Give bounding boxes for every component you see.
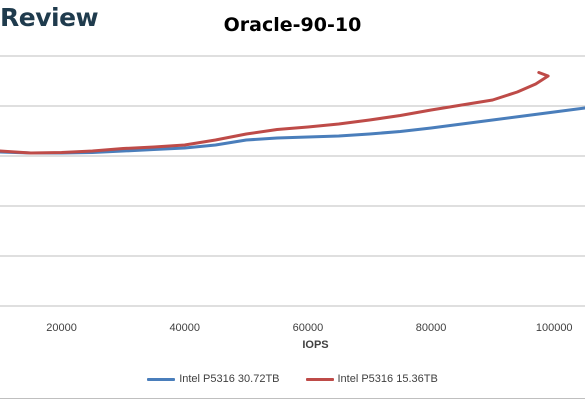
legend-swatch-red — [305, 377, 334, 381]
legend-label-30-72tb: Intel P5316 30.72TB — [179, 373, 280, 385]
legend-item-30-72tb: Intel P5316 30.72TB — [147, 373, 280, 385]
series-line-1 — [0, 71, 550, 155]
x-tick-label: 20000 — [46, 322, 77, 334]
x-tick-label: 40000 — [169, 322, 200, 334]
series-line-0 — [0, 106, 585, 155]
x-axis-title: IOPS — [302, 339, 328, 351]
legend-swatch-blue — [147, 377, 176, 381]
series-lines — [0, 71, 585, 155]
review-watermark: Review — [0, 3, 99, 32]
x-tick-labels: 20000 40000 60000 80000 100000 — [46, 322, 572, 334]
legend: Intel P5316 30.72TB Intel P5316 15.36TB — [0, 373, 585, 385]
x-tick-label: 100000 — [536, 322, 573, 334]
x-tick-label: 60000 — [293, 322, 324, 334]
x-tick-label: 80000 — [416, 322, 447, 334]
bottom-rule — [0, 398, 585, 399]
legend-item-15-36tb: Intel P5316 15.36TB — [305, 373, 438, 385]
gridlines — [0, 55, 585, 307]
legend-label-15-36tb: Intel P5316 15.36TB — [337, 373, 438, 385]
chart-title: Oracle-90-10 — [223, 14, 362, 36]
